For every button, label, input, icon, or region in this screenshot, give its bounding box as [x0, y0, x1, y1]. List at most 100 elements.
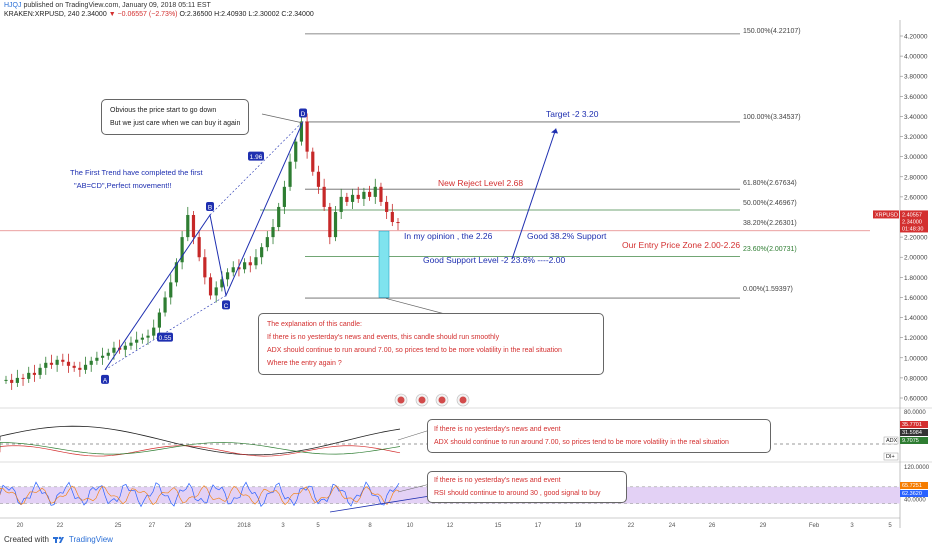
x-tick-label: 24: [669, 523, 676, 529]
y-tick-label: 2.20000: [904, 235, 928, 242]
tradingview-logo-icon: [52, 536, 64, 543]
adx-name-tag: [883, 452, 899, 461]
adx-value-tag: [900, 429, 928, 436]
rsi-value-label: 65.7251: [902, 483, 922, 489]
candle-body: [260, 247, 264, 258]
x-tick-label: 22: [57, 523, 64, 529]
adx-name-tag: [883, 436, 899, 445]
candle-body: [163, 297, 167, 313]
callout-line: If there is no yesterday's news and even…: [267, 334, 500, 341]
candle-body: [129, 342, 133, 346]
fib-label-0: 0.00%(1.59397): [743, 286, 793, 293]
y-tick-label: 0.80000: [904, 375, 928, 382]
flag-badge-icon-dot: [418, 396, 426, 404]
x-tick-label: 15: [495, 523, 502, 529]
candle-body: [180, 237, 184, 263]
candle-body: [390, 211, 394, 223]
first-trend-line: The First Trend have completed the first: [70, 168, 203, 177]
wave-marker-label: B: [208, 204, 212, 211]
y-tick-label: 4.00000: [904, 54, 928, 61]
price-tag-value: 2.40557: [902, 212, 922, 218]
highlight-candle: [378, 230, 390, 298]
candle-body: [174, 262, 179, 283]
di-plus-line: [0, 442, 401, 455]
header-published: HJQJ published on TradingView.com, Janua…: [4, 2, 211, 9]
flag-badge-icon-dot: [438, 396, 446, 404]
created-with-text: Created with: [4, 535, 49, 544]
candle-body: [385, 201, 389, 212]
callout-pointer: [397, 483, 431, 493]
candle-body: [146, 335, 150, 338]
candle-body: [89, 360, 93, 365]
candle-body: [21, 377, 25, 379]
adx-line: [0, 425, 401, 456]
x-tick-label: 27: [149, 523, 156, 529]
callout-line: The explanation of this candle:: [267, 321, 362, 328]
symbol-tag-label: XRPUSD: [875, 212, 898, 218]
candles: [4, 113, 400, 390]
wave-marker: [101, 374, 109, 384]
x-tick-label: 8: [368, 523, 372, 529]
x-tick-label: 22: [628, 523, 635, 529]
target-arrow: [511, 128, 557, 260]
wave-marker: [248, 151, 264, 161]
author-link[interactable]: HJQJ: [4, 2, 22, 9]
abcd-projection: [104, 121, 304, 371]
abcd-pattern: A 0.55 B C 1.96 D: [101, 108, 307, 384]
callout-rsi: If there is no yesterday's news and even…: [427, 471, 627, 503]
header-symbol: KRAKEN:XRPUSD, 240 2.34000 ▼ −0.06557 (−…: [4, 11, 314, 18]
support-382-label: Good 38.2% Support: [527, 231, 607, 241]
y-tick-label: 3.40000: [904, 114, 928, 121]
candle-body: [220, 279, 224, 288]
candle-body: [254, 257, 258, 266]
x-tick-label: 10: [407, 523, 414, 529]
adx-name-label: DI+: [886, 454, 895, 460]
rsi-tick: 40.0000: [904, 497, 926, 503]
callout-line: RSI should continue to around 30 , good …: [434, 490, 601, 497]
wave-marker-label: A: [103, 377, 108, 384]
candle-body: [152, 327, 156, 336]
new-reject-label: New Reject Level 2.68: [438, 178, 524, 188]
flag-badge-icon-dot: [397, 396, 405, 404]
candle-body: [112, 347, 116, 353]
x-tick-label: 26: [709, 523, 716, 529]
callout-pointer: [397, 429, 431, 441]
target-arrowhead: [551, 128, 558, 134]
candle-body: [288, 161, 292, 187]
fib-label-150: 150.00%(4.22107): [743, 28, 801, 35]
candle-body: [322, 186, 326, 207]
fib-label-618: 61.80%(2.67634): [743, 180, 797, 187]
rsi-value-tag: [900, 482, 928, 489]
y-tick-label: 3.20000: [904, 134, 928, 141]
extras: [261, 113, 558, 407]
tradingview-brand[interactable]: TradingView: [68, 535, 113, 544]
callout-line: But we just care when we can buy it agai…: [110, 120, 241, 127]
y-tick-label: 3.00000: [904, 154, 928, 161]
candle-body: [271, 227, 275, 238]
candle-body: [83, 364, 88, 370]
footer: Created with TradingView: [4, 535, 113, 544]
candle-body: [362, 191, 366, 199]
y-tick-label: 1.00000: [904, 355, 928, 362]
entry-zone-label: Our Entry Price Zone 2.00-2.26: [622, 240, 741, 250]
candle-body: [197, 237, 201, 258]
x-tick-label: 3: [850, 523, 854, 529]
candle-body: [231, 267, 235, 273]
x-tick-label: 5: [888, 523, 892, 529]
adx-name-label: ADX: [886, 438, 898, 444]
candle-body: [214, 287, 218, 296]
candle-body: [396, 222, 400, 224]
y-tick-label: 1.20000: [904, 335, 928, 342]
ohlc-values: O:2.36500 H:2.40930 L:2.30002 C:2.34000: [179, 11, 314, 18]
x-tick-label: 17: [535, 523, 542, 529]
candle-body: [339, 196, 343, 212]
candle-body: [350, 194, 355, 202]
candle-body: [123, 345, 127, 350]
support-236-label: Good Support Level -2 23.6% ----2.00: [423, 255, 566, 265]
y-tick-label: 1.60000: [904, 295, 928, 302]
rsi-signal-line: [0, 485, 400, 506]
candle-body: [225, 272, 230, 280]
fib-label-382: 38.20%(2.26301): [743, 220, 797, 227]
abcd-line: [104, 121, 304, 371]
candle-body: [305, 121, 309, 152]
